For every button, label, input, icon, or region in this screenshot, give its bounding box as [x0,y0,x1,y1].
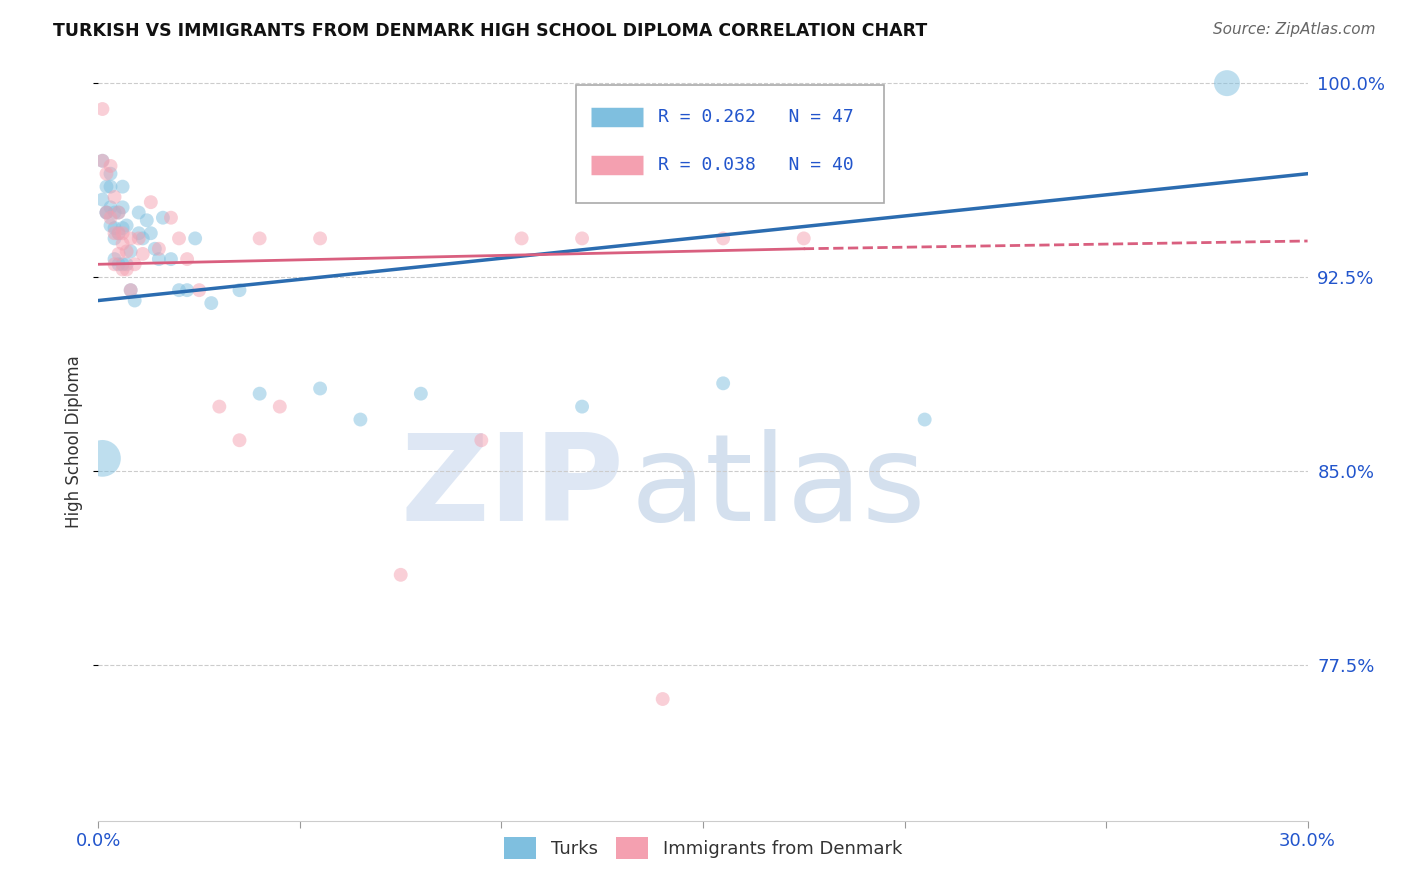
Point [107,226,129,240]
Point [100,159,122,173]
Text: Source: ZipAtlas.com: Source: ZipAtlas.com [1212,22,1375,37]
Point [111,257,134,271]
Point [96,167,118,181]
Point [160,211,183,225]
Point [143,242,166,256]
Point [651,692,673,706]
Point [167,283,190,297]
Point [91,153,114,168]
Point [100,211,122,225]
Point [249,231,271,245]
Point [389,567,412,582]
Point [309,231,332,245]
Point [128,205,150,219]
Point [139,195,162,210]
Point [111,179,134,194]
FancyBboxPatch shape [576,85,884,202]
Point [124,293,146,308]
Point [91,193,114,207]
Point [96,205,118,219]
Point [107,257,129,271]
Point [100,200,122,214]
Point [167,231,190,245]
Text: TURKISH VS IMMIGRANTS FROM DENMARK HIGH SCHOOL DIPLOMA CORRELATION CHART: TURKISH VS IMMIGRANTS FROM DENMARK HIGH … [53,22,928,40]
Point [160,252,183,266]
Point [148,242,170,256]
Point [111,200,134,214]
Point [96,179,118,194]
Point [91,451,114,466]
Point [115,244,138,259]
Point [1216,76,1239,90]
Point [148,252,170,266]
Point [135,213,157,227]
Point [309,382,332,396]
Point [103,221,125,235]
Point [132,231,155,245]
Point [111,221,134,235]
Point [249,386,271,401]
Point [269,400,291,414]
Point [91,153,114,168]
Point [349,412,371,426]
Point [409,386,432,401]
Point [120,283,142,297]
Point [111,226,134,240]
Point [124,257,146,271]
Text: ZIP: ZIP [401,428,624,546]
Point [111,236,134,251]
Point [103,257,125,271]
Text: R = 0.262   N = 47: R = 0.262 N = 47 [658,108,853,126]
Point [96,205,118,219]
Point [132,247,155,261]
Point [120,283,142,297]
Point [107,226,129,240]
Point [103,252,125,266]
Point [100,179,122,194]
Point [115,257,138,271]
Y-axis label: High School Diploma: High School Diploma [65,355,83,528]
Point [100,219,122,233]
Point [111,262,134,277]
Legend: Turks, Immigrants from Denmark: Turks, Immigrants from Denmark [496,830,910,866]
Point [107,247,129,261]
Point [115,262,138,277]
Point [120,231,142,245]
Point [571,400,593,414]
Point [103,190,125,204]
Point [103,231,125,245]
Point [128,231,150,245]
Point [510,231,533,245]
Point [200,296,222,310]
Point [184,231,207,245]
Point [107,205,129,219]
Point [188,283,211,297]
Point [176,252,198,266]
Point [103,205,125,219]
Point [128,226,150,240]
Point [711,231,734,245]
Point [793,231,815,245]
Point [91,102,114,116]
Point [228,434,250,448]
Point [711,376,734,391]
Text: atlas: atlas [630,428,927,546]
Point [914,412,936,426]
Text: R = 0.038   N = 40: R = 0.038 N = 40 [658,156,853,174]
Point [100,167,122,181]
Point [115,219,138,233]
Point [208,400,231,414]
Point [103,226,125,240]
Point [228,283,250,297]
Point [176,283,198,297]
Point [107,205,129,219]
Point [96,205,118,219]
Point [152,211,174,225]
Point [470,434,492,448]
Point [120,244,142,259]
Point [139,226,162,240]
Point [571,231,593,245]
